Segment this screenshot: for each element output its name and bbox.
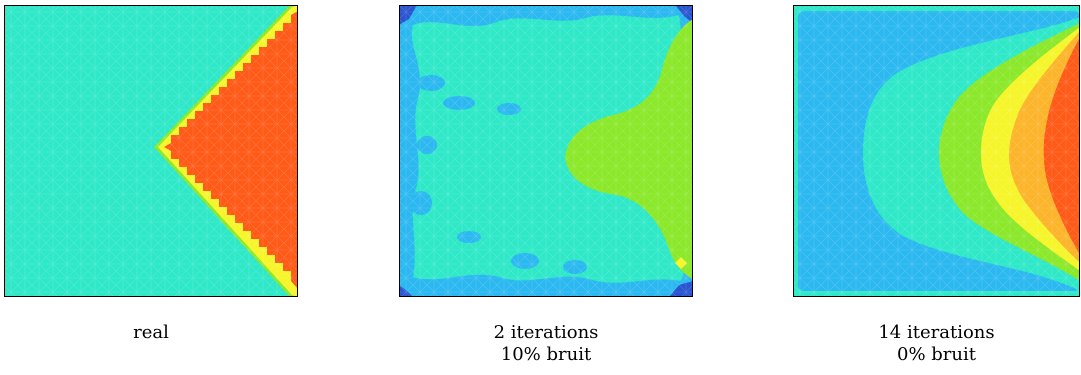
caption-line: 2 iterations xyxy=(493,322,599,343)
real-field-plot xyxy=(4,5,298,297)
caption-line: real xyxy=(133,322,169,343)
caption-line: 14 iterations xyxy=(878,322,995,343)
plot-frame xyxy=(4,5,298,297)
caption-2-iterations: 2 iterations 10% bruit xyxy=(399,322,693,366)
estimate-14-iterations-plot xyxy=(793,5,1080,297)
panel-14-iterations xyxy=(793,5,1080,297)
plot-frame xyxy=(793,5,1080,297)
caption-line: 10% bruit xyxy=(500,344,592,365)
caption-14-iterations: 14 iterations 0% bruit xyxy=(793,322,1080,366)
panel-real xyxy=(4,5,298,297)
caption-real: real xyxy=(4,322,298,344)
plot-frame xyxy=(399,5,693,297)
estimate-2-iterations-plot xyxy=(399,5,693,297)
panel-2-iterations xyxy=(399,5,693,297)
caption-line: 0% bruit xyxy=(897,344,976,365)
